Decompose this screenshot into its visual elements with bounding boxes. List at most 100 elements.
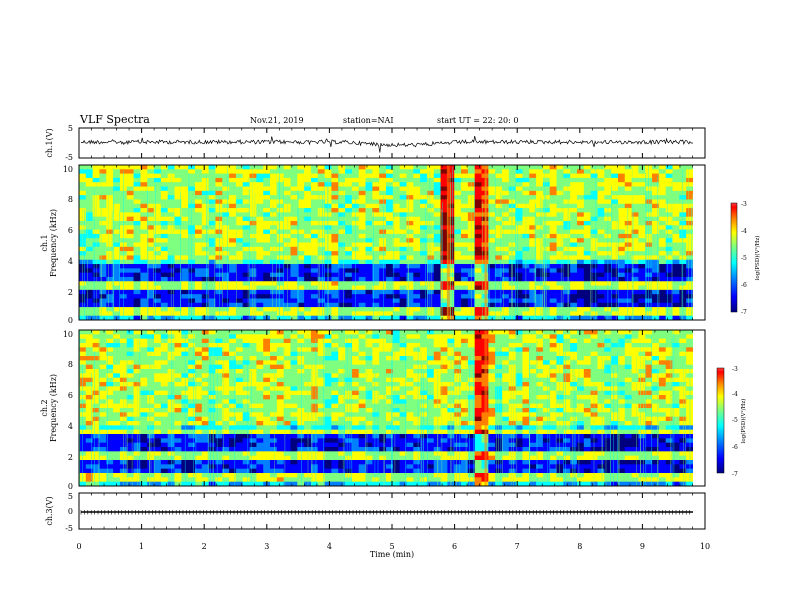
spectrogram-cell [488,294,496,299]
spectrogram-cell [488,238,496,243]
spectrogram-cell [201,330,210,335]
spectrogram-cell [658,233,667,239]
spectrogram-cell [501,190,510,196]
spectrogram-cell [474,264,482,269]
spectrogram-cell [426,238,435,243]
spectrogram-cell [181,315,189,321]
spectrogram-cell [536,311,544,317]
spectrogram-cell [570,246,578,252]
spectrogram-cell [304,177,312,183]
spectrogram-cell [304,251,312,256]
spectrogram-cell [270,216,278,222]
spectrogram-cell [338,455,346,461]
spectrogram-cell [317,455,325,461]
spectrogram-cell [290,468,298,474]
spectrogram-cell [488,220,496,226]
spectrogram-cell [222,338,230,344]
spectrogram-cell [658,276,667,282]
spectrogram-cell [276,356,285,361]
spectrogram-cell [290,460,298,465]
spectrogram-cell [99,373,107,379]
spectrogram-cell [392,285,401,291]
spectrogram-cell [467,173,476,179]
spectrogram-cell [140,177,148,183]
spectrogram-cell [208,272,216,278]
spectrogram-cell [447,259,455,265]
spectrogram-cell [317,169,325,175]
spectrogram-cell [194,272,203,278]
spectrogram-cell [174,268,182,274]
spectrogram-cell [549,246,557,252]
spectrogram-cell [310,186,319,192]
spectrogram-cell [563,233,571,239]
spectrogram-cell [133,195,141,200]
spectrogram-cell [665,186,673,192]
spectrogram-cell [590,212,598,218]
spectrogram-cell [583,246,592,252]
spectrogram-cell [276,238,285,243]
spectrogram-cell [222,173,230,179]
spectrogram-cell [126,315,134,321]
spectrogram-cell [99,169,107,175]
spectrogram-cell [658,195,667,200]
spectrogram-cell [167,451,175,457]
spectrogram-cell [126,246,134,252]
spectrogram-cell [133,421,141,426]
spectrogram-cell [263,199,271,205]
spectrogram-cell [501,173,510,179]
spectrogram-cell [392,294,401,299]
spectrogram-cell [563,272,571,278]
spectrogram-cell [229,298,237,304]
spectrogram-cell [365,264,373,269]
spectrogram-cell [392,298,401,304]
spectrogram-cell [297,447,305,452]
spectrogram-cell [222,434,230,439]
spectrogram-cell [290,311,298,317]
spectrogram-cell [488,251,496,256]
spectrogram-cell [297,434,305,439]
spectrogram-cell [113,216,121,222]
spectrogram-cell [215,255,223,261]
spectrogram-cell [283,377,291,383]
spectrogram-cell [113,233,121,239]
spectrogram-cell [577,208,585,213]
spectrogram-cell [154,169,162,175]
spectrogram-cell [235,429,244,435]
spectrogram-cell [665,268,673,274]
spectrogram-cell [597,259,605,265]
spectrogram-cell [208,169,216,175]
spectrogram-cell [79,360,87,366]
spectrogram-cell [386,199,394,205]
spectrogram-cell [242,281,250,286]
spectrogram-cell [440,225,448,230]
spectrogram-cell [297,464,305,470]
spectrogram-cell [208,251,216,256]
spectrogram-cell [79,338,87,344]
spectrogram-cell [358,259,366,265]
spectrogram-cell [392,264,401,269]
spectrogram-cell [365,208,373,213]
spectrogram-cell [235,377,244,383]
spectrogram-cell [133,360,141,366]
spectrogram-cell [242,377,250,383]
spectrogram-cell [317,351,325,357]
spectrogram-cell [160,451,169,457]
spectrogram-cell [536,315,544,321]
spectrogram-cell [167,447,175,452]
spectrogram-cell [249,220,257,226]
spectrogram-cell [672,246,680,252]
spectrogram-cell [624,177,632,183]
spectrogram-cell [113,455,121,461]
spectrogram-cell [672,229,680,235]
spectrogram-cell [194,302,203,308]
spectrogram-cell [686,225,694,230]
spectrogram-cell [590,264,598,269]
spectrogram-cell [583,233,592,239]
spectrogram-cell [529,169,537,175]
spectrogram-cell [126,334,134,340]
spectrogram-cell [297,364,305,370]
spectrogram-cell [222,403,230,409]
spectrogram-cell [208,468,216,474]
spectrogram-cell [126,369,134,374]
spectrogram-cell [304,199,312,205]
